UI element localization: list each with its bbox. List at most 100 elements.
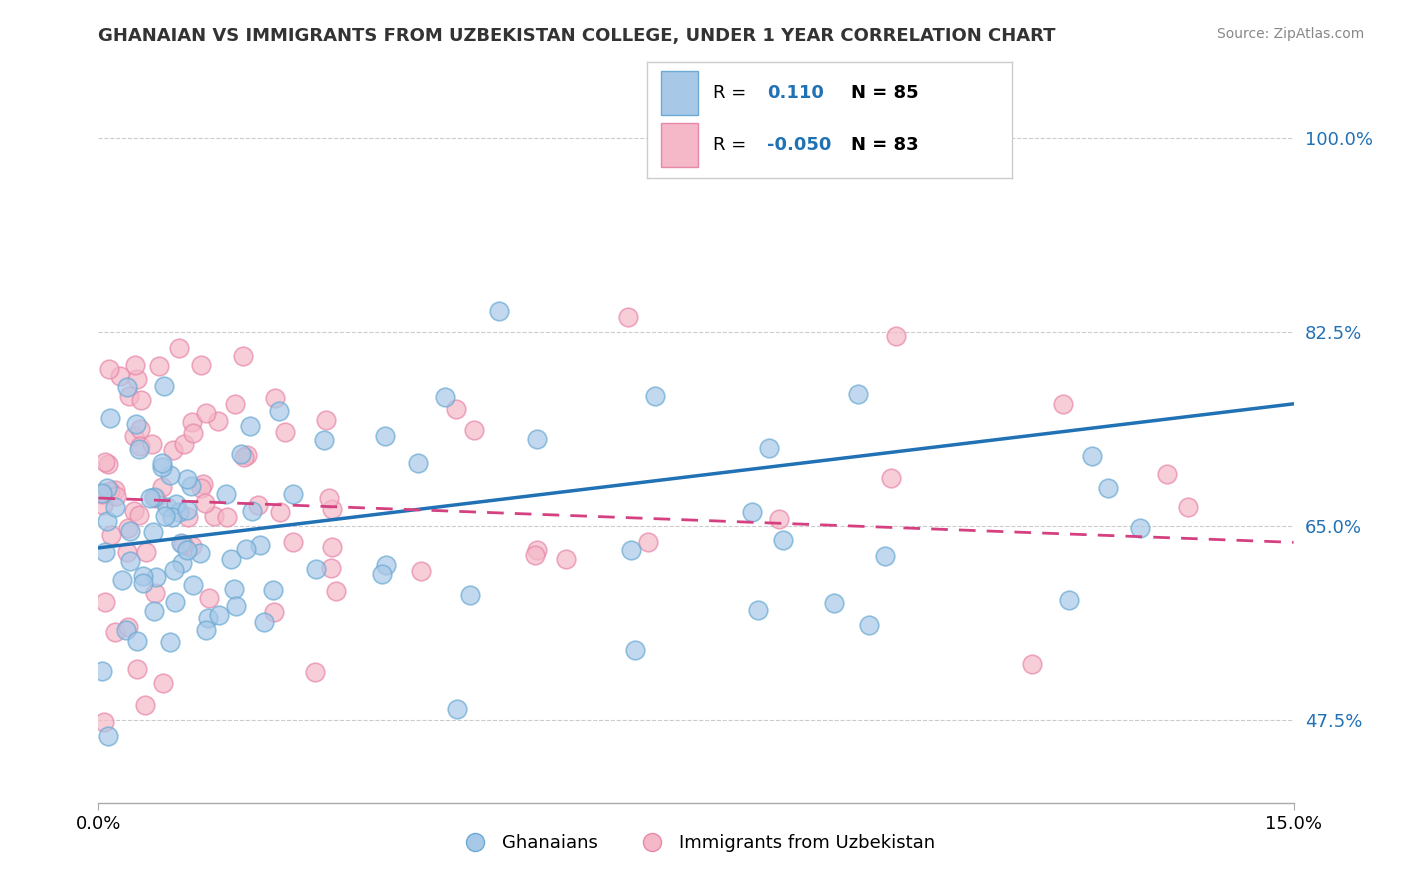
Point xyxy=(219,551,242,566)
Point xyxy=(94,595,117,609)
Point xyxy=(150,480,173,494)
Point xyxy=(145,570,167,584)
Point xyxy=(224,582,246,596)
Point xyxy=(160,510,183,524)
Point xyxy=(142,524,165,539)
Point xyxy=(173,437,195,451)
Point xyxy=(104,500,127,514)
Point xyxy=(873,549,896,563)
Point xyxy=(321,540,343,554)
Point xyxy=(98,361,121,376)
Point xyxy=(408,456,430,470)
Text: N = 85: N = 85 xyxy=(852,84,920,102)
Point xyxy=(823,596,845,610)
Point xyxy=(523,548,546,562)
Point xyxy=(150,460,173,475)
Point xyxy=(758,441,780,455)
Point xyxy=(232,450,254,464)
Point xyxy=(463,423,485,437)
Point xyxy=(617,310,640,324)
Point xyxy=(1052,396,1074,410)
Point xyxy=(880,471,903,485)
Point xyxy=(96,481,118,495)
Point xyxy=(128,422,150,436)
Point xyxy=(177,509,200,524)
Point xyxy=(240,504,263,518)
Point xyxy=(434,390,457,404)
Point xyxy=(128,442,150,456)
Point xyxy=(143,491,166,505)
Text: N = 83: N = 83 xyxy=(852,136,920,153)
Point xyxy=(145,491,167,506)
Text: -0.050: -0.050 xyxy=(768,136,832,153)
Point xyxy=(305,561,328,575)
Point xyxy=(370,566,392,581)
Text: R =: R = xyxy=(713,84,745,102)
Point xyxy=(91,487,114,501)
Point xyxy=(117,520,139,534)
Point xyxy=(105,489,128,503)
Point xyxy=(183,578,205,592)
Point xyxy=(239,418,262,433)
Point xyxy=(153,508,176,523)
Point xyxy=(197,611,219,625)
Point xyxy=(1129,521,1152,535)
Point xyxy=(129,392,152,407)
Point xyxy=(319,561,342,575)
Point xyxy=(1177,500,1199,514)
Point xyxy=(772,533,794,547)
Point xyxy=(125,417,148,431)
Point xyxy=(125,634,148,648)
Point xyxy=(128,439,150,453)
Point xyxy=(97,457,120,471)
Point xyxy=(124,358,146,372)
Point xyxy=(131,575,153,590)
Point xyxy=(93,715,115,730)
Point xyxy=(152,676,174,690)
Point xyxy=(180,415,202,429)
Point xyxy=(246,499,269,513)
Point xyxy=(141,437,163,451)
Point xyxy=(159,634,181,648)
Point xyxy=(281,535,304,549)
Point xyxy=(167,505,190,519)
Point xyxy=(1156,467,1178,482)
Point xyxy=(232,349,254,363)
FancyBboxPatch shape xyxy=(661,70,697,114)
Point xyxy=(172,537,194,551)
Point xyxy=(1057,593,1080,607)
Point xyxy=(100,528,122,542)
Point xyxy=(176,503,198,517)
Point xyxy=(374,429,396,443)
Point xyxy=(884,329,907,343)
Point xyxy=(165,497,187,511)
Point xyxy=(162,442,184,457)
Point xyxy=(114,623,136,637)
Point xyxy=(208,607,231,622)
Point xyxy=(98,410,121,425)
Text: 0.110: 0.110 xyxy=(768,84,824,102)
Point xyxy=(274,425,297,440)
Point xyxy=(170,535,193,549)
Point xyxy=(269,505,291,519)
Point xyxy=(858,617,880,632)
Point xyxy=(122,504,145,518)
Point xyxy=(111,573,134,587)
Point xyxy=(312,434,335,448)
Point xyxy=(181,539,204,553)
Point xyxy=(207,414,229,428)
Point xyxy=(235,448,257,462)
Point xyxy=(118,388,141,402)
Point xyxy=(747,602,769,616)
Text: R =: R = xyxy=(713,136,745,153)
Point xyxy=(98,483,121,498)
Point xyxy=(132,569,155,583)
Point xyxy=(198,591,221,605)
Point xyxy=(446,702,468,716)
Point xyxy=(153,379,176,393)
FancyBboxPatch shape xyxy=(661,123,697,167)
Point xyxy=(91,664,114,678)
Point xyxy=(115,380,138,394)
Point xyxy=(142,604,165,618)
Point xyxy=(409,564,432,578)
